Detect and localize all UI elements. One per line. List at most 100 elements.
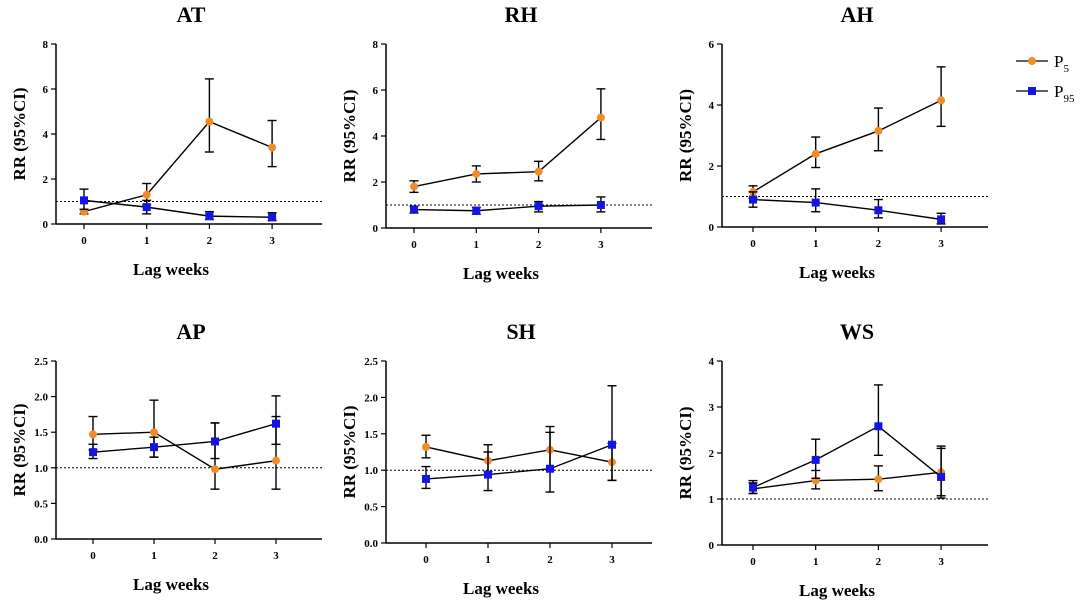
- x-tick-label: 3: [938, 556, 944, 568]
- y-axis-label-rh: RR (95%CI): [340, 89, 359, 182]
- series-line-p95: [83, 199, 273, 218]
- data-point-p5: [211, 465, 219, 474]
- data-point-p95: [80, 196, 88, 205]
- y-tick-label: 6: [43, 84, 49, 96]
- x-tick-label: 0: [750, 238, 756, 250]
- data-point-p95: [596, 201, 605, 209]
- data-point-p95: [811, 198, 820, 207]
- data-point-p95: [608, 440, 616, 449]
- data-point-p5: [272, 456, 280, 465]
- x-axis-label-ws: Lag weeks: [799, 581, 875, 600]
- y-tick-label: 4: [709, 356, 715, 368]
- x-tick-label: 3: [273, 550, 279, 562]
- y-tick-label: 1: [709, 494, 715, 506]
- x-axis-label-ah: Lag weeks: [799, 263, 875, 282]
- x-tick-label: 3: [598, 239, 604, 251]
- series-line-p5: [425, 446, 613, 463]
- series-line-p95: [752, 198, 942, 221]
- x-tick-label: 2: [876, 556, 882, 568]
- x-tick-label: 0: [423, 554, 429, 566]
- data-point-p5: [874, 126, 883, 135]
- y-tick-label: 6: [709, 39, 715, 51]
- series-p95-ap: [88, 395, 281, 460]
- data-point-p5: [150, 428, 158, 437]
- series-p5-rh: [409, 88, 606, 194]
- legend-entry-p95: P95: [1016, 82, 1075, 105]
- data-point-p95: [874, 206, 883, 215]
- chart-title-rh: RH: [505, 2, 538, 27]
- series-line-p5: [83, 120, 273, 213]
- y-tick-label: 4: [43, 129, 49, 141]
- data-point-p5: [937, 96, 946, 105]
- y-tick-label: 0: [43, 219, 49, 231]
- chart-title-ap: AP: [176, 319, 205, 344]
- x-tick-label: 0: [90, 550, 96, 562]
- y-axis-label-at: RR (95%CI): [10, 87, 29, 180]
- y-tick-label: 2: [709, 161, 715, 173]
- chart-rh: RH 0 2 4 6 8 0 1 2 3 Lag weeks RR (95%CI): [340, 2, 652, 283]
- y-tick-label: 1.0: [364, 465, 378, 477]
- y-tick-label: 2.0: [364, 392, 378, 404]
- series-line-p5: [752, 471, 942, 490]
- data-point-p95: [811, 455, 820, 464]
- chart-title-sh: SH: [506, 319, 535, 344]
- y-tick-label: 2.5: [364, 356, 378, 368]
- x-tick-label: 3: [609, 554, 615, 566]
- series-p5-ws: [748, 447, 946, 497]
- y-tick-label: 1.0: [34, 463, 48, 475]
- y-tick-label: 2.0: [34, 392, 48, 404]
- data-point-p5: [205, 117, 214, 126]
- y-axis-label-ah: RR (95%CI): [676, 89, 695, 182]
- legend-p5-marker: [1028, 57, 1036, 65]
- series-line-p5: [92, 431, 277, 470]
- y-tick-label: 2: [373, 177, 379, 189]
- panels: AT 0 2 4 6 8 0 1 2 3 Lag weeks RR (95%CI) RH 0 2 4 6 8 0 1 2…: [10, 2, 988, 600]
- legend-p95-marker: [1028, 87, 1036, 95]
- series-line-p5: [413, 117, 602, 188]
- data-point-p95: [937, 215, 946, 224]
- data-point-p95: [211, 437, 219, 446]
- y-tick-label: 6: [373, 85, 379, 97]
- data-point-p95: [410, 205, 418, 214]
- y-axis-label-ws: RR (95%CI): [676, 406, 695, 499]
- x-tick-label: 1: [813, 556, 819, 568]
- data-point-p95: [272, 419, 280, 428]
- data-point-p95: [422, 474, 430, 483]
- x-tick-label: 1: [813, 238, 819, 250]
- y-axis-label-sh: RR (95%CI): [340, 405, 359, 498]
- x-tick-label: 1: [151, 550, 157, 562]
- chart-title-ws: WS: [840, 319, 874, 344]
- series-p95-rh: [409, 196, 606, 215]
- x-axis-label-ap: Lag weeks: [133, 575, 209, 594]
- chart-title-ah: AH: [841, 2, 874, 27]
- y-tick-label: 2.5: [34, 356, 48, 368]
- data-point-p5: [472, 169, 481, 178]
- series-p95-ah: [748, 188, 946, 225]
- series-line-p5: [752, 99, 942, 193]
- chart-at: AT 0 2 4 6 8 0 1 2 3 Lag weeks RR (95%CI): [10, 2, 322, 279]
- data-point-p5: [534, 167, 543, 176]
- x-tick-label: 2: [207, 235, 213, 247]
- series-p5-ah: [748, 66, 946, 199]
- y-tick-label: 8: [43, 39, 49, 51]
- x-tick-label: 3: [938, 238, 944, 250]
- data-point-p95: [89, 448, 97, 457]
- data-point-p95: [150, 443, 158, 452]
- series-p95-ws: [748, 384, 946, 499]
- legend-p95-label: P95: [1054, 82, 1075, 105]
- x-tick-label: 0: [750, 556, 756, 568]
- series-p95-at: [79, 188, 277, 222]
- data-point-p5: [268, 143, 277, 152]
- data-point-p95: [534, 202, 543, 211]
- y-axis-label-ap: RR (95%CI): [10, 403, 29, 496]
- chart-sh: SH 0.0 0.5 1.0 1.5 2.0 2.5 0 1 2 3 Lag weeks RR (95%…: [340, 319, 652, 598]
- chart-ap: AP 0.0 0.5 1.0 1.5 2.0 2.5 0 1 2 3 Lag weeks RR (95%…: [10, 319, 322, 594]
- data-point-p95: [142, 203, 151, 212]
- x-tick-label: 3: [269, 235, 275, 247]
- data-point-p95: [749, 195, 757, 204]
- x-tick-label: 2: [547, 554, 553, 566]
- y-tick-label: 2: [43, 174, 49, 186]
- y-tick-label: 0.0: [34, 534, 48, 546]
- y-tick-label: 1.5: [34, 427, 48, 439]
